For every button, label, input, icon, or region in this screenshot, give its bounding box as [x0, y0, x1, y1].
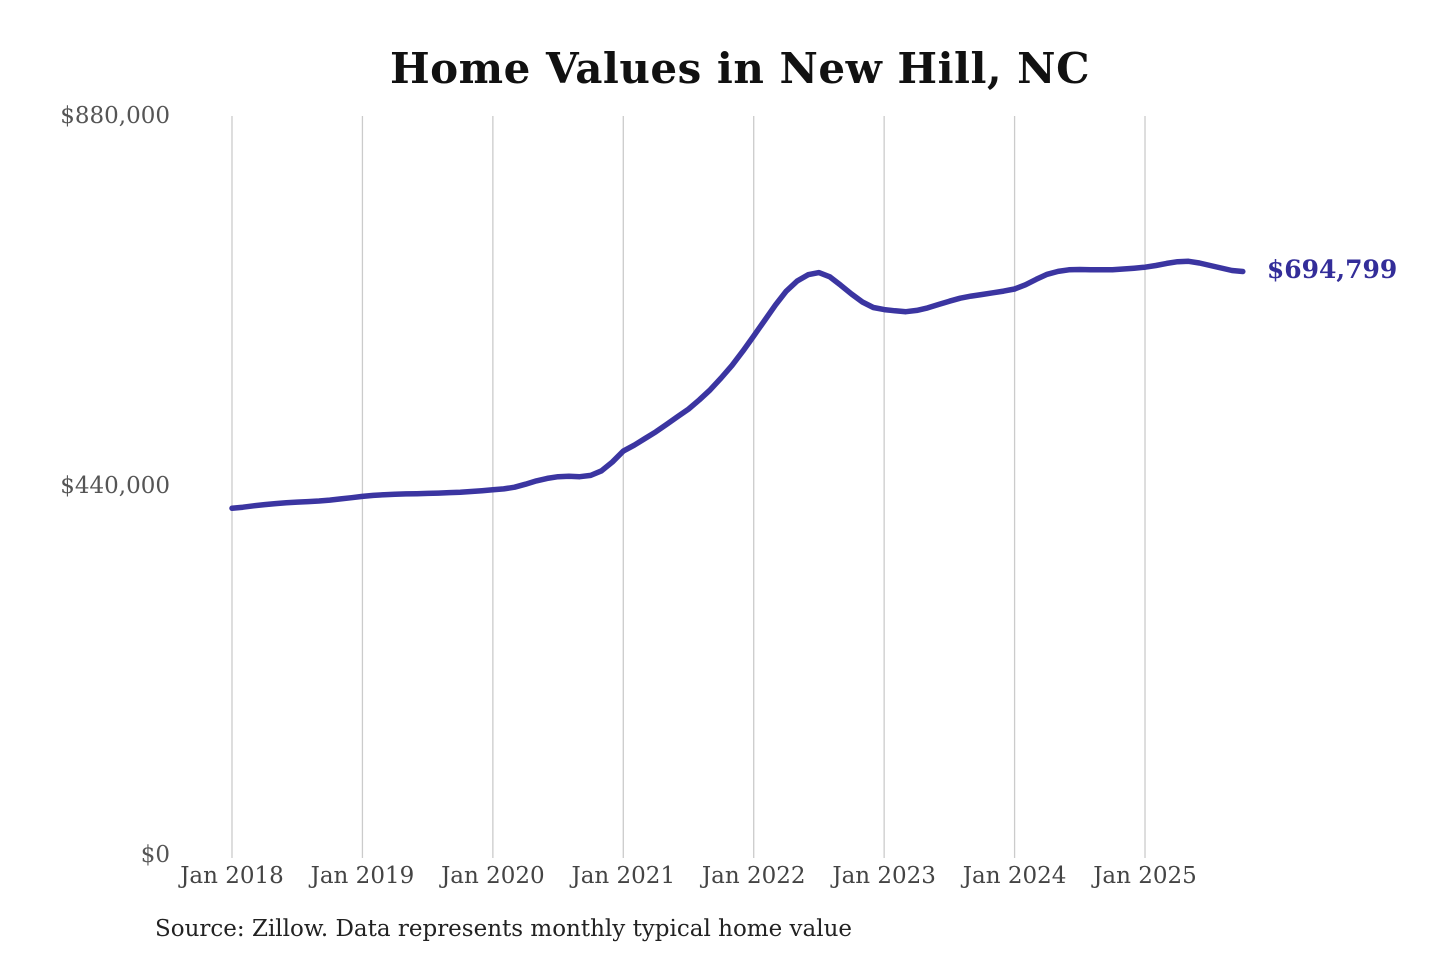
x-tick-jan-2018: Jan 2018: [180, 863, 284, 889]
x-tick-jan-2023: Jan 2023: [832, 863, 936, 889]
x-tick-jan-2024: Jan 2024: [962, 863, 1067, 889]
y-tick-880000: $880,000: [60, 103, 170, 129]
x-tick-jan-2021: Jan 2021: [571, 863, 676, 889]
x-tick-jan-2025: Jan 2025: [1093, 863, 1197, 889]
x-tick-jan-2022: Jan 2022: [701, 863, 806, 889]
latest-value-label: $694,799: [1266, 254, 1398, 284]
home-value-line: [229, 258, 1246, 511]
x-tick-jan-2020: Jan 2020: [441, 863, 545, 889]
chart-title: Home Values in New Hill, NC: [389, 44, 1091, 93]
y-tick-440000: $440,000: [60, 472, 170, 499]
x-gridlines: [231, 116, 1146, 858]
y-tick-0: $0: [140, 842, 170, 868]
x-tick-jan-2019: Jan 2019: [310, 863, 415, 889]
source-note: Source: Zillow. Data represents monthly …: [155, 916, 853, 942]
